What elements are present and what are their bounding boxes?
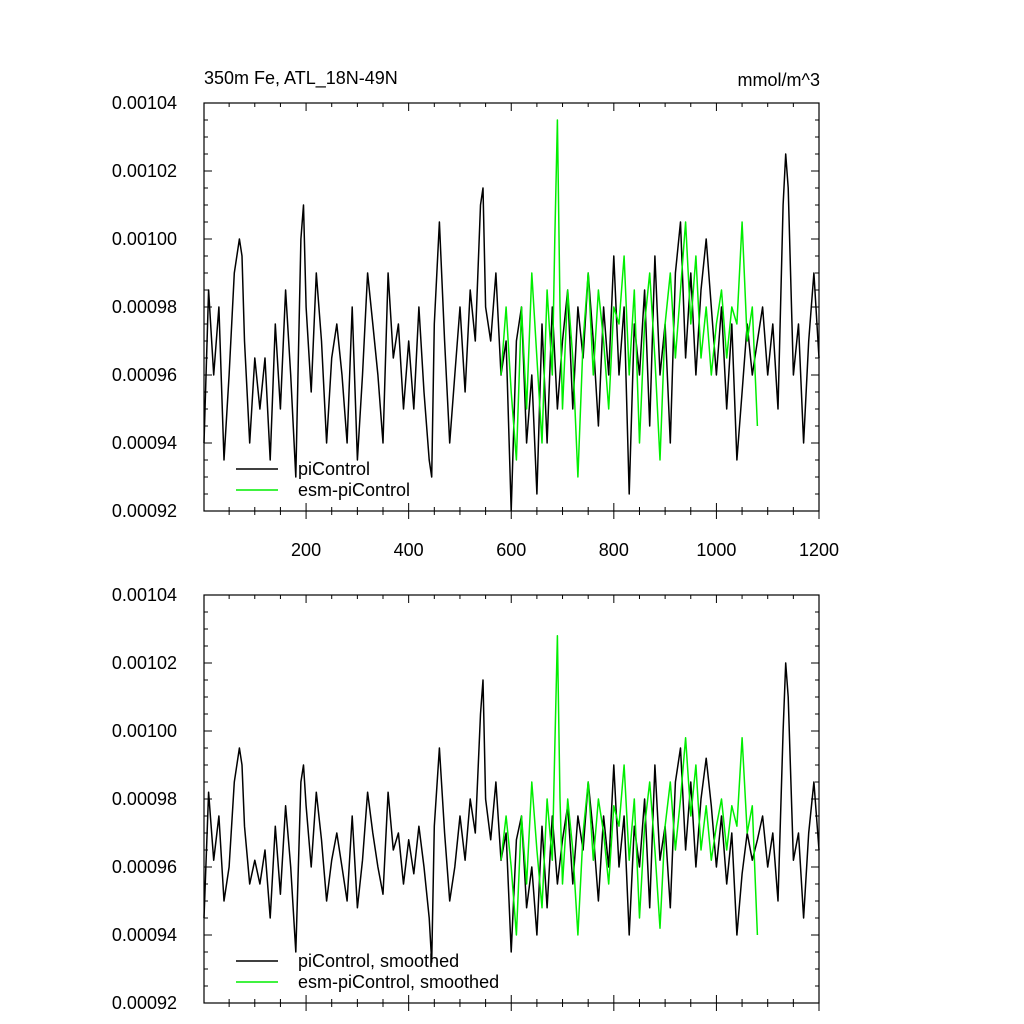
y-tick-label: 0.00096 (112, 857, 177, 877)
y-tick-label: 0.00094 (112, 925, 177, 945)
series-line-picontrol (203, 153, 820, 512)
x-tick-label: 800 (599, 540, 629, 560)
y-tick-label: 0.00094 (112, 433, 177, 453)
chart-title: 350m Fe, ATL_18N-49N (204, 68, 398, 89)
panel-bottom: 0.00092 0.00094 0.00096 0.00098 0.00100 0.001… (112, 585, 820, 1013)
x-tick-label: 200 (291, 540, 321, 560)
y-tick-label: 0.00102 (112, 161, 177, 181)
panel-top: 0.00092 0.00094 0.00096 0.00098 0.00100 0.001… (112, 93, 839, 560)
series-line-esm-picontrol (500, 635, 759, 936)
y-tick-label: 0.00092 (112, 501, 177, 521)
y-tick-label: 0.00098 (112, 297, 177, 317)
legend-label: piControl, smoothed (298, 951, 459, 971)
y-tick-label: 0.00104 (112, 93, 177, 113)
x-tick-label: 1000 (696, 540, 736, 560)
legend-label: esm-piControl (298, 480, 410, 500)
units-label: mmol/m^3 (738, 70, 820, 90)
y-tick-label: 0.00100 (112, 229, 177, 249)
x-tick-label: 1200 (799, 540, 839, 560)
y-tick-label: 0.00102 (112, 653, 177, 673)
legend-label: esm-piControl, smoothed (298, 972, 499, 992)
y-tick-label: 0.00092 (112, 993, 177, 1013)
legend-label: piControl (298, 459, 370, 479)
series-line-esm-picontrol (500, 119, 759, 478)
x-tick-label: 600 (496, 540, 526, 560)
y-tick-label: 0.00096 (112, 365, 177, 385)
y-tick-label: 0.00104 (112, 585, 177, 605)
y-tick-label: 0.00098 (112, 789, 177, 809)
series-line-picontrol (203, 662, 820, 963)
x-tick-label: 400 (394, 540, 424, 560)
y-tick-label: 0.00100 (112, 721, 177, 741)
